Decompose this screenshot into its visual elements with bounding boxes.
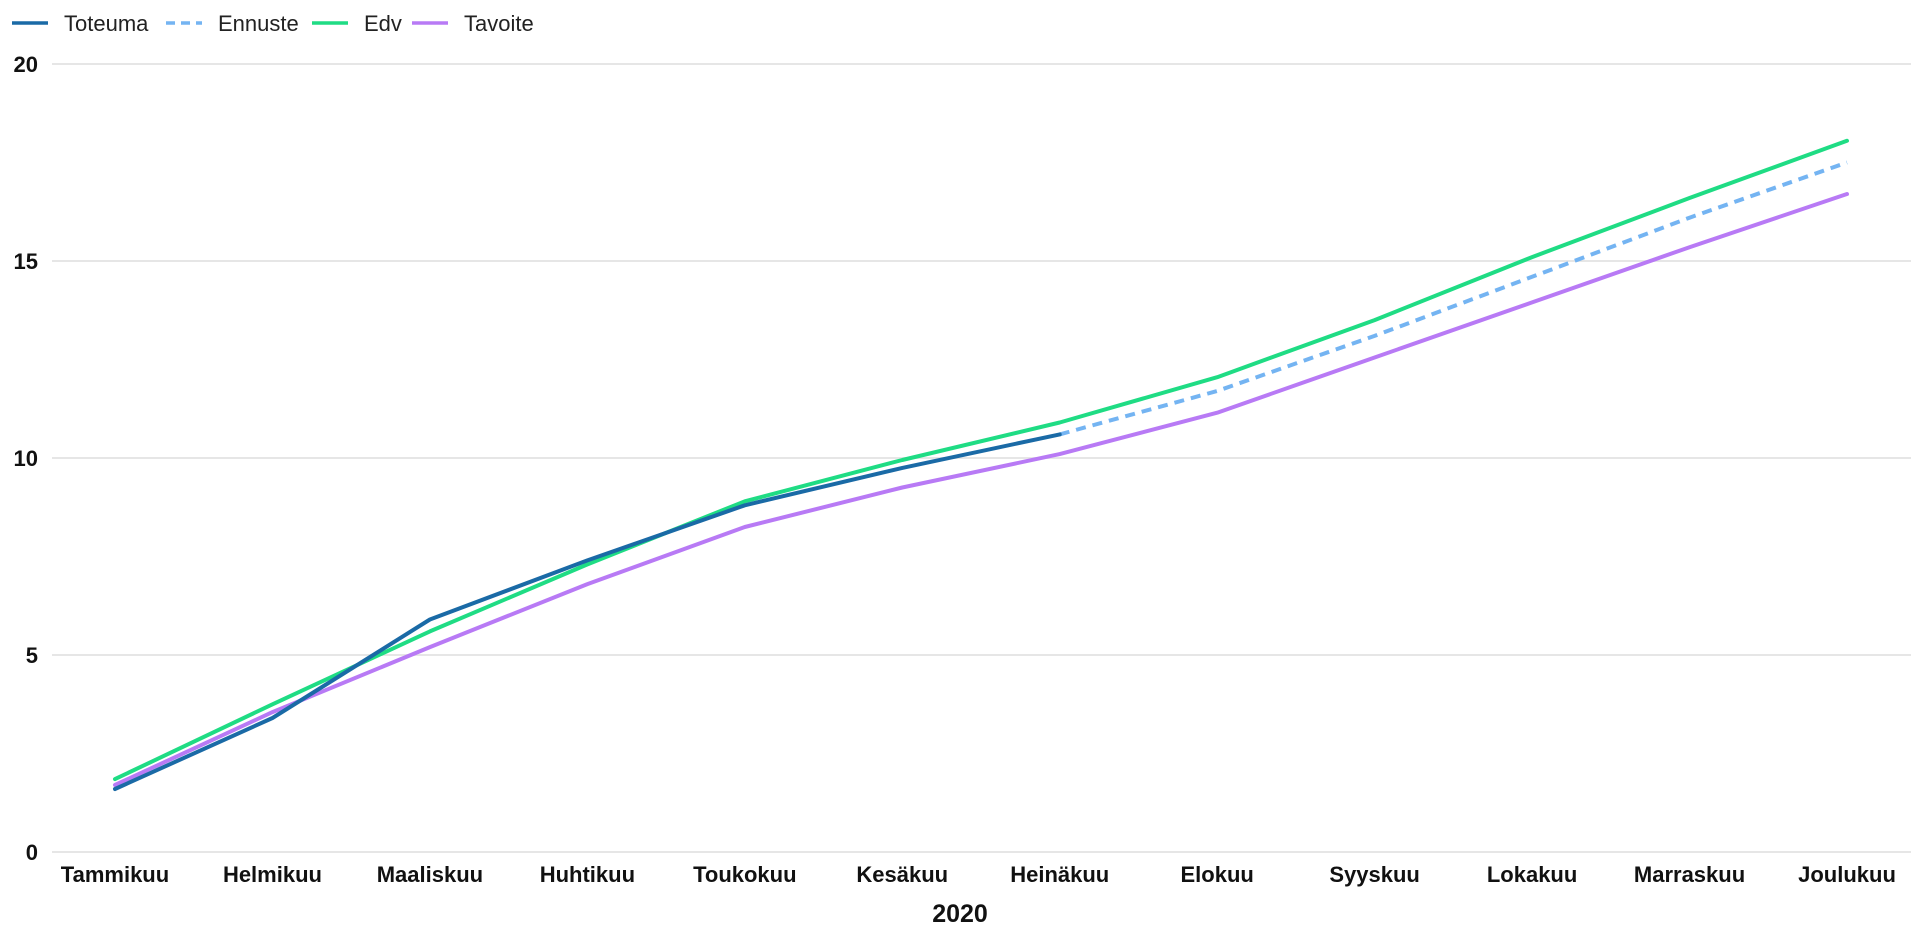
- x-tick-label: Elokuu: [1181, 862, 1254, 887]
- gridlines: [52, 63, 1911, 853]
- x-tick-label: Helmikuu: [223, 862, 322, 887]
- y-tick-label: 15: [14, 249, 38, 274]
- x-tick-label: Heinäkuu: [1010, 862, 1109, 887]
- legend-label-toteuma: Toteuma: [64, 11, 149, 36]
- series-lines: [113, 138, 1849, 791]
- x-tick-label: Maaliskuu: [377, 862, 483, 887]
- legend-label-edv: Edv: [364, 11, 402, 36]
- x-tick-label: Tammikuu: [61, 862, 169, 887]
- x-tick-label: Toukokuu: [693, 862, 796, 887]
- y-tick-label: 0: [26, 840, 38, 865]
- legend: Toteuma Ennuste Edv Tavoite: [12, 11, 534, 36]
- x-tick-label: Kesäkuu: [856, 862, 948, 887]
- series-line-tavoite: [113, 192, 1849, 787]
- legend-label-tavoite: Tavoite: [464, 11, 534, 36]
- series-line-edv: [113, 138, 1849, 782]
- x-tick-label: Joulukuu: [1798, 862, 1896, 887]
- y-tick-label: 10: [14, 446, 38, 471]
- x-tick-label: Huhtikuu: [540, 862, 635, 887]
- y-tick-label: 20: [14, 52, 38, 77]
- x-axis-title: 2020: [932, 900, 988, 928]
- y-tick-label: 5: [26, 643, 38, 668]
- y-axis-ticks: 0 5 10 15 20: [14, 52, 38, 865]
- legend-label-ennuste: Ennuste: [218, 11, 299, 36]
- x-tick-label: Lokakuu: [1487, 862, 1577, 887]
- series-line-toteuma: [113, 432, 1062, 791]
- x-axis-ticks: Tammikuu Helmikuu Maaliskuu Huhtikuu Toukoku…: [61, 862, 1896, 887]
- series-line-ennuste: [1059, 160, 1848, 437]
- x-tick-label: Syyskuu: [1329, 862, 1420, 887]
- x-tick-label: Marraskuu: [1634, 862, 1745, 887]
